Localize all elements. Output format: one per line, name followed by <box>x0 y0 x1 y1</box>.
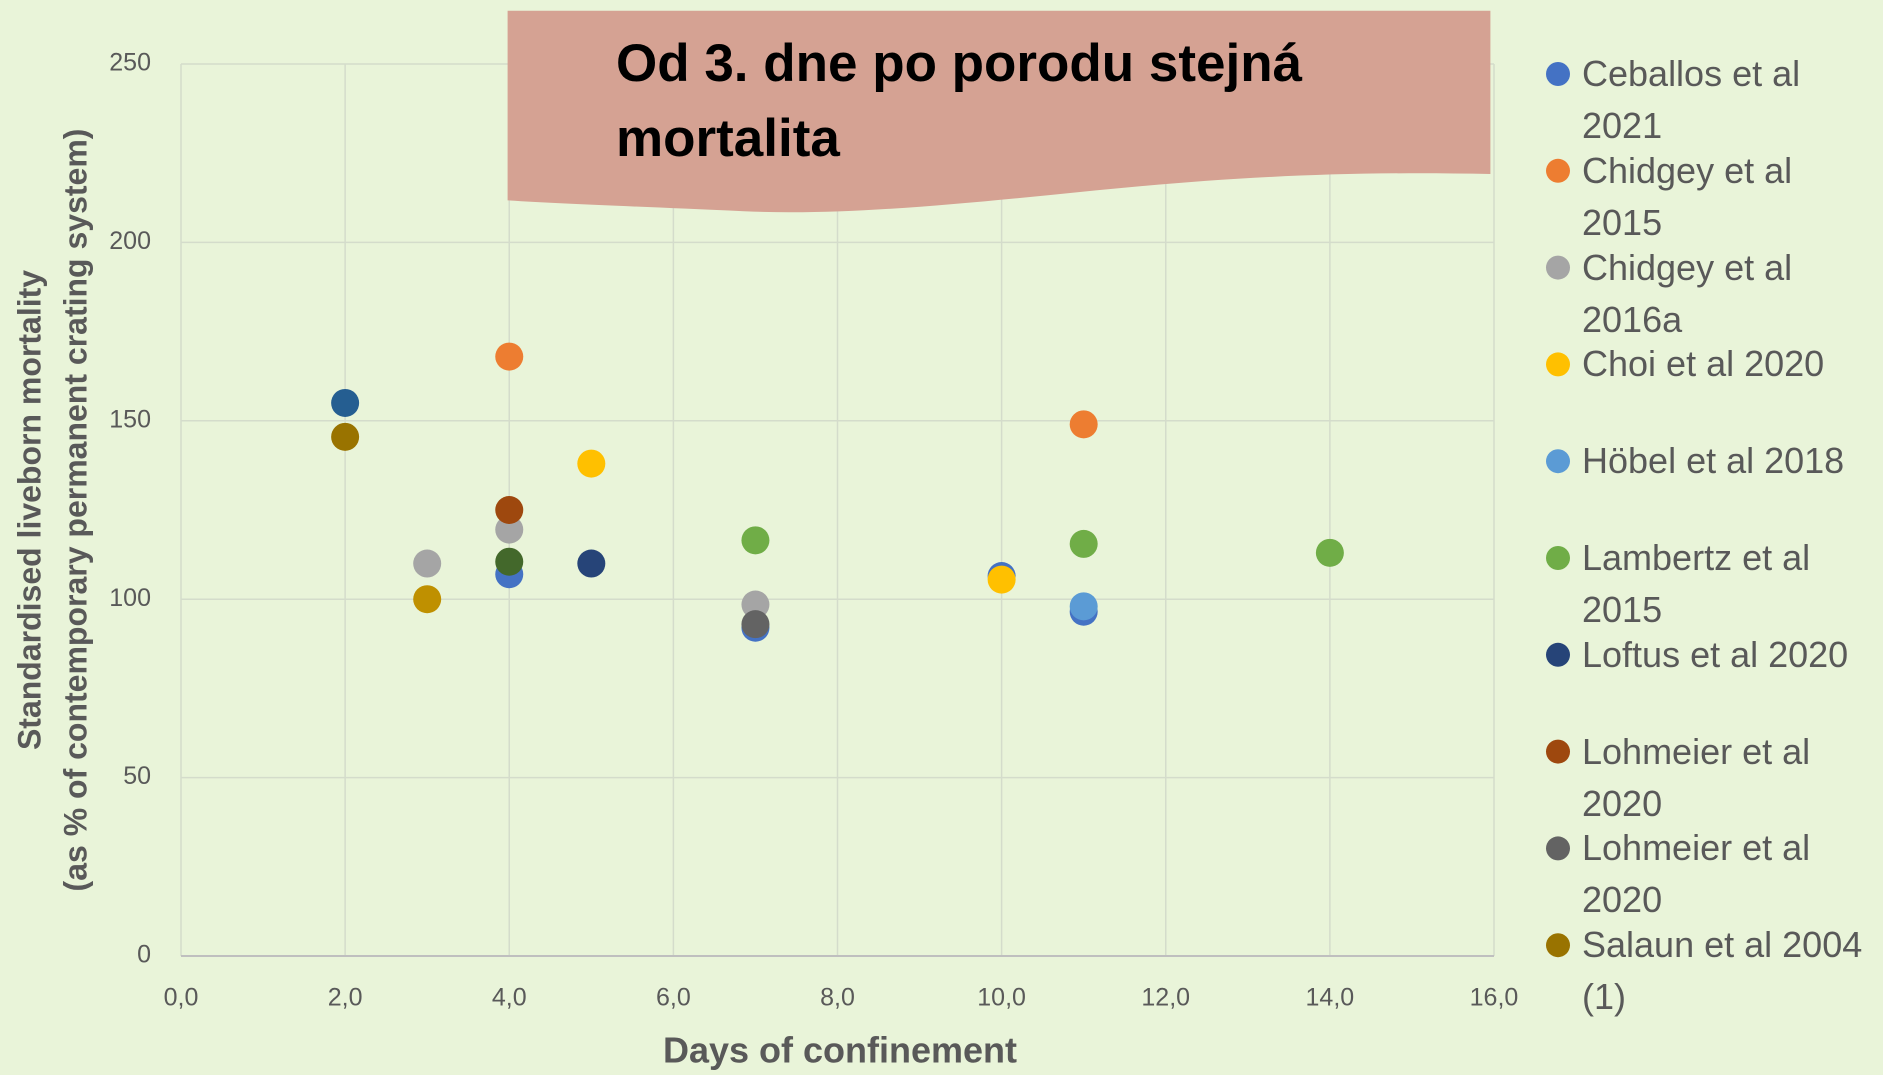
x-axis-title: Days of confinement <box>663 1030 1017 1071</box>
y-tick-label: 200 <box>109 227 151 255</box>
point <box>741 610 770 639</box>
x-tick-label: 12,0 <box>1141 984 1190 1012</box>
x-tick-label: 0,0 <box>164 984 199 1012</box>
point <box>495 342 524 371</box>
x-tick-label: 14,0 <box>1306 984 1355 1012</box>
banner-shape <box>507 10 1491 213</box>
point <box>331 388 360 417</box>
point <box>577 549 606 578</box>
legend-marker <box>1546 546 1570 570</box>
legend-marker <box>1546 255 1570 280</box>
x-tick-label: 6,0 <box>656 984 691 1012</box>
legend-label: Ceballos et al 2021 <box>1582 53 1801 146</box>
point <box>495 547 524 576</box>
legend-marker <box>1546 62 1570 86</box>
legend-marker <box>1546 352 1570 377</box>
point <box>331 422 360 451</box>
point <box>987 565 1016 594</box>
point <box>741 590 770 619</box>
legend-marker <box>1546 642 1570 667</box>
legend-label: Salaun et al 2004 (1) <box>1582 924 1863 1018</box>
legend-label: Chidgey et al 2015 <box>1582 149 1793 243</box>
x-tick-label: 8,0 <box>820 984 855 1012</box>
legend-label: Loftus et al 2020 <box>1582 633 1849 675</box>
x-tick-label: 10,0 <box>977 984 1026 1012</box>
x-tick-label: 2,0 <box>328 984 363 1012</box>
x-tick-label: 4,0 <box>492 984 527 1012</box>
point <box>413 549 442 578</box>
legend-marker <box>1546 836 1570 861</box>
y-tick-label: 0 <box>137 941 151 969</box>
y-tick-label: 250 <box>109 49 151 77</box>
legend-label: Choi et al 2020 <box>1582 343 1825 385</box>
y-axis-title: (as % of contemporary permanent crating … <box>57 129 93 892</box>
point <box>1069 592 1098 621</box>
y-tick-label: 100 <box>109 584 151 612</box>
annotation-banner <box>507 10 1491 213</box>
point <box>413 585 442 614</box>
point <box>495 515 524 544</box>
legend-label: Lohmeier et al 2020 <box>1582 730 1811 824</box>
legend-label: Lohmeier et al 2020 <box>1582 827 1811 921</box>
point <box>577 449 606 478</box>
y-axis-title: Standardised liveborn mortality <box>11 270 47 750</box>
point <box>1069 529 1098 558</box>
legend-label: Chidgey et al 2016a <box>1582 246 1793 340</box>
annotation: Od 3. dne po porodu stejná mortalita <box>616 34 1303 168</box>
x-tick-label: 16,0 <box>1470 984 1519 1012</box>
point <box>741 526 770 555</box>
point <box>1069 410 1098 439</box>
legend-marker <box>1546 158 1570 183</box>
legend-label: Höbel et al 2018 <box>1582 440 1845 482</box>
point <box>495 496 524 524</box>
legend-marker <box>1546 449 1570 474</box>
legend-marker <box>1546 933 1570 958</box>
y-tick-label: 50 <box>123 762 151 790</box>
y-tick-label: 150 <box>109 405 151 433</box>
legend-marker <box>1546 739 1570 764</box>
legend-label: Lambertz et al 2015 <box>1582 537 1811 630</box>
point <box>1315 538 1344 567</box>
